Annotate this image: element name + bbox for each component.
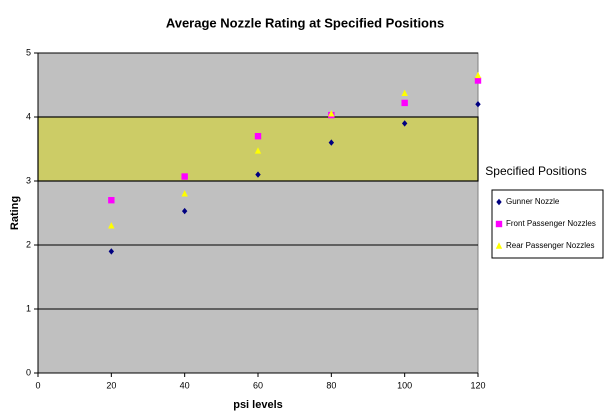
legend-title: Specified Positions	[485, 164, 586, 178]
chart-title: Average Nozzle Rating at Specified Posit…	[166, 15, 444, 30]
y-tick-label: 2	[26, 239, 31, 249]
legend-label: Rear Passenger Nozzles	[506, 241, 594, 250]
legend-label: Front Passenger Nozzles	[506, 219, 596, 228]
marker	[474, 77, 482, 84]
legend-box	[491, 189, 604, 259]
marker	[108, 248, 115, 255]
marker	[401, 89, 408, 97]
marker	[181, 207, 188, 215]
plot-area	[37, 52, 479, 374]
y-tick-label: 0	[26, 367, 31, 377]
legend-marker	[495, 242, 503, 249]
y-tick-label: 3	[26, 175, 31, 185]
marker	[401, 99, 408, 107]
legend-label: Gunner Nozzle	[506, 197, 560, 206]
x-tick-label: 20	[106, 380, 116, 390]
marker	[328, 139, 335, 146]
x-axis-title: psi levels	[233, 399, 283, 411]
marker	[401, 120, 408, 127]
y-tick-label: 4	[26, 111, 31, 121]
legend-marker	[496, 198, 502, 206]
x-tick-label: 120	[470, 380, 485, 390]
marker	[108, 222, 115, 229]
x-tick-label: 80	[326, 380, 336, 390]
marker	[181, 173, 188, 180]
y-tick-label: 5	[26, 47, 31, 57]
x-tick-label: 0	[35, 380, 40, 390]
marker	[108, 197, 115, 204]
marker	[181, 190, 188, 197]
marker	[328, 110, 335, 117]
legend-marker	[495, 220, 503, 228]
y-tick-label: 1	[26, 303, 31, 313]
marker	[254, 147, 262, 154]
marker	[474, 71, 482, 79]
marker	[254, 133, 262, 140]
marker	[255, 171, 261, 178]
x-tick-label: 60	[253, 380, 263, 390]
y-axis-title: Rating	[9, 196, 21, 230]
x-tick-label: 100	[397, 380, 412, 390]
marker	[475, 101, 481, 108]
x-tick-label: 40	[180, 380, 190, 390]
